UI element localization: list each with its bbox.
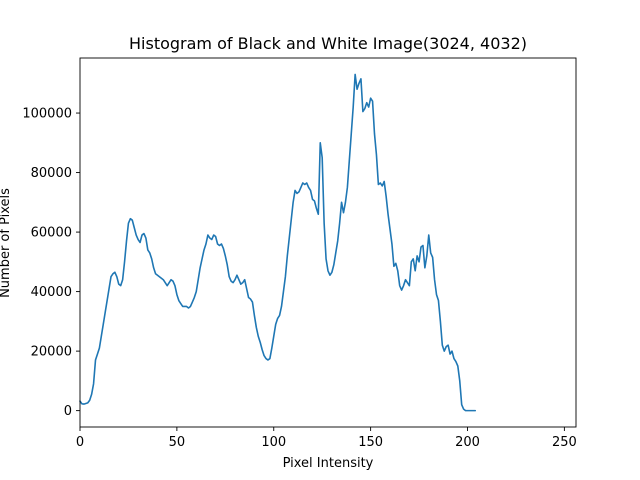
x-tick-label: 150 xyxy=(358,435,383,450)
x-tick-label: 200 xyxy=(455,435,480,450)
y-tick-label: 20000 xyxy=(31,345,72,360)
y-tick-label: 40000 xyxy=(31,285,72,300)
x-tick-label: 250 xyxy=(552,435,577,450)
x-tick-label: 100 xyxy=(261,435,286,450)
plot-area: 0 50 100 150 200 250 0 20000 40000 60000 80000 1000… xyxy=(22,57,577,450)
series-line xyxy=(79,73,477,412)
axes-frame xyxy=(79,57,577,428)
chart-title: Histogram of Black and White Image(3024,… xyxy=(129,34,527,53)
x-axis-label: Pixel Intensity xyxy=(283,456,374,471)
x-tick-label: 0 xyxy=(76,435,84,450)
y-tick-label: 80000 xyxy=(31,166,72,181)
x-tick-label: 50 xyxy=(169,435,186,450)
y-tick-label: 0 xyxy=(64,404,72,419)
y-axis-label: Number of Pixels xyxy=(0,188,13,298)
y-tick-label: 60000 xyxy=(31,226,72,241)
y-tick-label: 100000 xyxy=(22,107,72,122)
